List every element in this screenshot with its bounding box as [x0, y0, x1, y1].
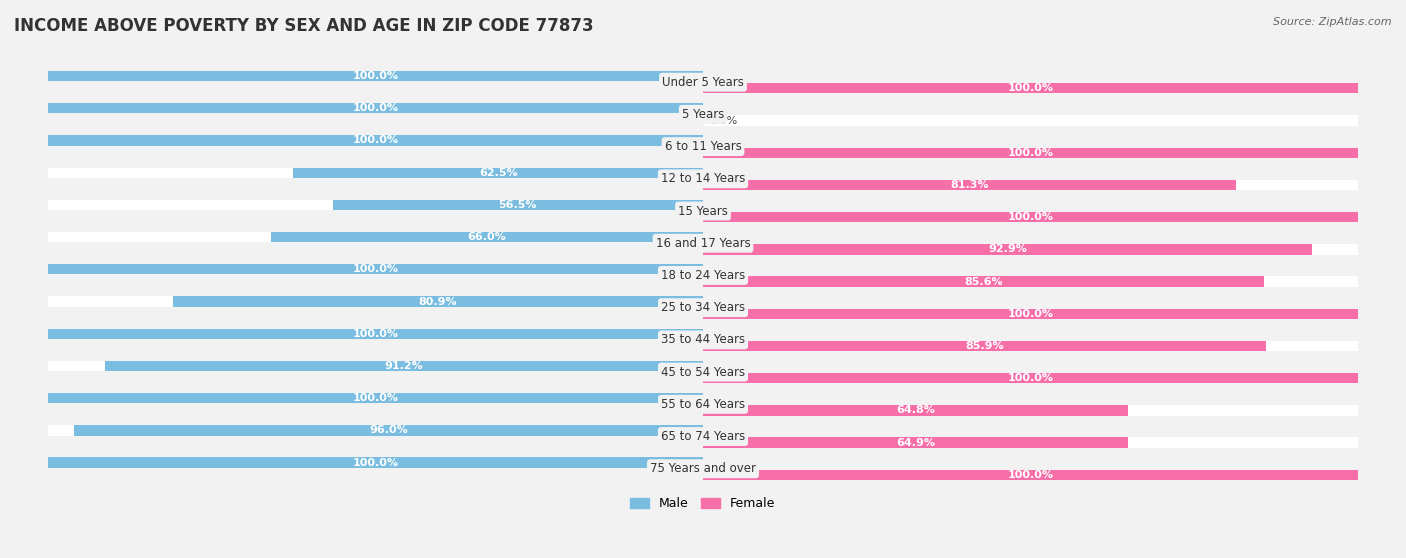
Text: 80.9%: 80.9% — [419, 296, 457, 306]
Text: 66.0%: 66.0% — [467, 232, 506, 242]
Text: 100.0%: 100.0% — [353, 71, 398, 81]
Bar — [75, 425, 703, 436]
Text: 64.8%: 64.8% — [896, 406, 935, 415]
Bar — [173, 296, 703, 307]
Bar — [703, 212, 1358, 222]
Bar — [105, 361, 703, 371]
Bar — [48, 103, 703, 113]
Bar — [703, 212, 1358, 222]
Bar — [48, 71, 703, 81]
Text: 64.9%: 64.9% — [896, 437, 935, 448]
Text: 15 Years: 15 Years — [678, 205, 728, 218]
Bar — [48, 393, 703, 403]
Bar — [48, 425, 703, 436]
Text: 100.0%: 100.0% — [1008, 309, 1053, 319]
Bar — [48, 264, 703, 275]
Bar — [703, 116, 1358, 126]
Text: 91.2%: 91.2% — [385, 361, 423, 371]
Text: 100.0%: 100.0% — [1008, 212, 1053, 222]
Text: 0.0%: 0.0% — [710, 116, 738, 126]
Bar — [703, 341, 1265, 351]
Bar — [703, 83, 1358, 93]
Text: 81.3%: 81.3% — [950, 180, 988, 190]
Text: Under 5 Years: Under 5 Years — [662, 76, 744, 89]
Text: 100.0%: 100.0% — [353, 103, 398, 113]
Bar — [48, 136, 703, 146]
Bar — [703, 470, 1358, 480]
Text: 100.0%: 100.0% — [353, 393, 398, 403]
Text: 6 to 11 Years: 6 to 11 Years — [665, 140, 741, 153]
Bar — [703, 405, 1358, 416]
Bar — [48, 329, 703, 339]
Text: 85.6%: 85.6% — [965, 277, 1002, 287]
Bar — [703, 309, 1358, 319]
Bar — [48, 232, 703, 242]
Bar — [48, 264, 703, 275]
Text: 18 to 24 Years: 18 to 24 Years — [661, 269, 745, 282]
Bar — [703, 341, 1358, 351]
Text: 96.0%: 96.0% — [370, 425, 408, 435]
Text: INCOME ABOVE POVERTY BY SEX AND AGE IN ZIP CODE 77873: INCOME ABOVE POVERTY BY SEX AND AGE IN Z… — [14, 17, 593, 35]
Bar — [703, 147, 1358, 158]
Legend: Male, Female: Male, Female — [626, 492, 780, 515]
Bar — [703, 276, 1358, 287]
Bar — [48, 167, 703, 178]
Bar — [703, 147, 1358, 158]
Text: 100.0%: 100.0% — [1008, 373, 1053, 383]
Bar — [703, 309, 1358, 319]
Bar — [703, 470, 1358, 480]
Bar — [48, 296, 703, 307]
Bar — [703, 276, 1264, 287]
Text: 100.0%: 100.0% — [353, 264, 398, 275]
Bar — [48, 329, 703, 339]
Bar — [48, 71, 703, 81]
Text: 25 to 34 Years: 25 to 34 Years — [661, 301, 745, 314]
Text: 12 to 14 Years: 12 to 14 Years — [661, 172, 745, 185]
Bar — [703, 180, 1236, 190]
Bar — [270, 232, 703, 242]
Text: 100.0%: 100.0% — [353, 329, 398, 339]
Text: 55 to 64 Years: 55 to 64 Years — [661, 398, 745, 411]
Text: 75 Years and over: 75 Years and over — [650, 462, 756, 475]
Bar — [703, 373, 1358, 383]
Bar — [703, 405, 1128, 416]
Bar — [703, 244, 1358, 254]
Text: 56.5%: 56.5% — [499, 200, 537, 210]
Text: 5 Years: 5 Years — [682, 108, 724, 121]
Text: 16 and 17 Years: 16 and 17 Years — [655, 237, 751, 250]
Text: 45 to 54 Years: 45 to 54 Years — [661, 365, 745, 378]
Text: 100.0%: 100.0% — [1008, 83, 1053, 93]
Bar — [703, 180, 1358, 190]
Bar — [48, 458, 703, 468]
Bar — [703, 244, 1312, 254]
Text: 92.9%: 92.9% — [988, 244, 1026, 254]
Text: 35 to 44 Years: 35 to 44 Years — [661, 333, 745, 347]
Bar — [703, 437, 1358, 448]
Bar — [703, 83, 1358, 93]
Text: 65 to 74 Years: 65 to 74 Years — [661, 430, 745, 443]
Bar — [48, 103, 703, 113]
Bar — [48, 458, 703, 468]
Bar — [703, 437, 1128, 448]
Text: 100.0%: 100.0% — [353, 136, 398, 146]
Bar — [48, 136, 703, 146]
Bar — [48, 361, 703, 371]
Bar — [48, 393, 703, 403]
Text: 85.9%: 85.9% — [965, 341, 1004, 351]
Bar — [703, 373, 1358, 383]
Text: Source: ZipAtlas.com: Source: ZipAtlas.com — [1274, 17, 1392, 27]
Text: 100.0%: 100.0% — [353, 458, 398, 468]
Text: 62.5%: 62.5% — [479, 168, 517, 177]
Bar — [294, 167, 703, 178]
Bar — [333, 200, 703, 210]
Bar — [48, 200, 703, 210]
Text: 100.0%: 100.0% — [1008, 470, 1053, 480]
Text: 100.0%: 100.0% — [1008, 148, 1053, 158]
